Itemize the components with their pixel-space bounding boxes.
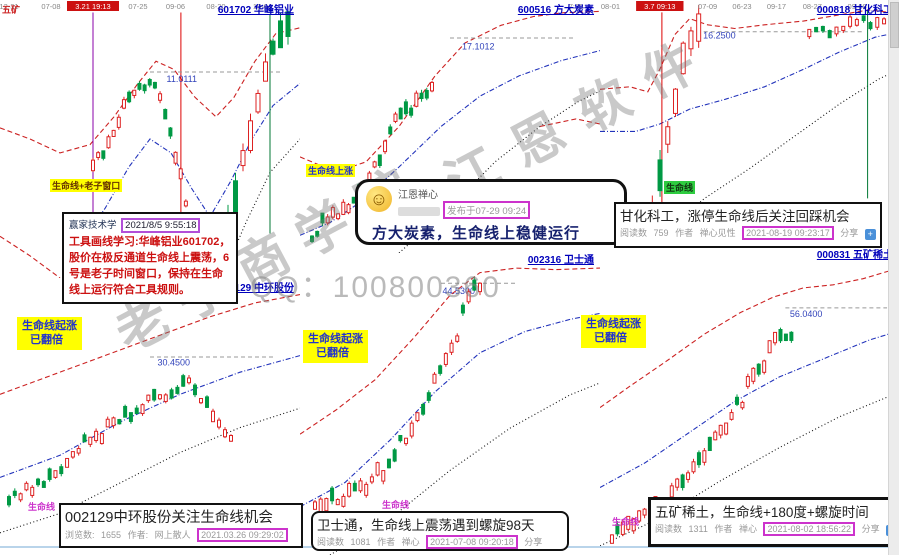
scrollbar-handle[interactable] [890,2,899,48]
callout-author: 江恩禅心 [398,190,438,201]
publish-date-highlight: 2021-08-02 18:56:22 [763,522,856,536]
reads-label: 阅读数 [655,524,683,534]
tag-line2: 已翻倍 [316,347,349,360]
svg-text:17.1012: 17.1012 [462,41,495,51]
article-box-weishitong: 卫士通，生命线上震荡遇到螺旋98天 阅读数 1081 作者 禅心 2021-07… [311,511,569,551]
author-label: 作者 [714,524,733,534]
article-title: 002129中环股份关注生命线机会 [65,510,273,526]
author-label: 作者: [127,530,149,540]
svg-text:12-31: 12-31 [0,2,19,11]
censored-name-block [398,206,440,216]
publish-date-highlight: 2021.03.26 09:29:02 [197,528,288,542]
note-date-highlight: 2021/8/5 9:55:18 [121,218,201,233]
share-plus-icon[interactable]: + [864,229,876,240]
callout-fangda: ☺ 江恩禅心 发布于07-29 09:24 方大炭素，生命线上稳健运行 [355,179,627,245]
tag-lifeline-laozi-window: 生命线+老子窗口 [50,179,123,192]
article-box-zhonghuan: 002129中环股份关注生命线机会 浏览数: 1655 作者: 网上散人 202… [59,503,303,548]
lifeline-label-mid: 生命线 [382,500,410,510]
svg-text:07-08: 07-08 [41,2,60,11]
reads-label: 阅读数 [620,228,648,238]
note-body-text: 工具画线学习:华峰铝业601702，股价在极反通道生命线上震荡，6号是老子时间窗… [69,236,231,296]
author-name: 禅心 [738,524,757,534]
svg-text:07-09: 07-09 [698,2,717,11]
tag-line1: 生命线起涨 [308,333,363,345]
article-box-ganhua: 甘化科工，涨停生命线后关注回踩机会 阅读数 759 作者 禅心见性 2021-0… [614,202,882,248]
svg-text:000831 五矿稀土: 000831 五矿稀土 [817,248,893,261]
tag-rise-doubled-left: 生命线起涨 已翻倍 [17,317,82,350]
svg-text:08-20: 08-20 [206,2,225,11]
author-label: 作者 [377,537,396,547]
author-name: 网上散人 [154,530,191,540]
svg-text:44.5300: 44.5300 [443,286,476,296]
svg-text:16.2500: 16.2500 [703,30,736,40]
author-label: 作者 [675,228,694,238]
svg-text:07-25: 07-25 [128,2,147,11]
svg-text:600516 方大炭素: 600516 方大炭素 [518,3,594,16]
article-box-wukuang: 五矿稀土，生命线+180度+螺旋时间 阅读数 1311 作者 禅心 2021-0… [648,497,898,547]
reads-count: 1081 [350,537,371,547]
callout-posted-date: 发布于07-29 09:24 [443,201,531,219]
svg-text:30.4500: 30.4500 [158,357,191,367]
corner-label: 五矿 [2,5,21,15]
note-box-huafeng: 赢家技术学 2021/8/5 9:55:18 工具画线学习:华峰铝业601702… [62,212,238,304]
share-label[interactable]: 分享 [524,537,543,547]
svg-text:06-23: 06-23 [732,2,751,11]
chart-002316-weishitong: 44.5300 002316 卫士通 [300,253,600,555]
tag-line2: 已翻倍 [594,332,627,345]
author-name: 禅心见性 [699,228,736,238]
tag-lifeline-green: 生命线 [664,181,696,194]
svg-text:10-04: 10-04 [253,2,272,11]
tag-line1: 生命线起涨 [586,318,641,330]
share-label[interactable]: 分享 [840,228,859,238]
tag-lifeline-up: 生命线上涨 [306,164,356,177]
reads-label: 阅读数 [317,537,345,547]
reads-count: 1311 [688,524,708,534]
publish-date-highlight: 2021-08-19 09:23:17 [742,226,834,240]
article-title: 卫士通，生命线上震荡遇到螺旋98天 [317,518,535,533]
vertical-scrollbar[interactable] [888,0,899,555]
svg-text:11.0111: 11.0111 [167,74,198,84]
svg-text:002316 卫士通: 002316 卫士通 [528,253,594,266]
share-label[interactable]: 分享 [861,524,880,534]
tag-line2: 已翻倍 [30,334,63,347]
tag-rise-doubled-right: 生命线起涨 已翻倍 [581,315,646,348]
article-title: 五矿稀土，生命线+180度+螺旋时间 [655,505,869,520]
svg-text:08-27: 08-27 [803,2,822,11]
publish-date-highlight: 2021-07-08 09:20:18 [426,535,518,549]
tag-line1: 生命线起涨 [22,320,77,332]
svg-text:56.0400: 56.0400 [790,309,823,319]
tag-rise-doubled-mid: 生命线起涨 已翻倍 [303,330,368,363]
reads-label: 浏览数: [65,530,95,540]
reads-count: 759 [653,228,669,238]
callout-body-text: 方大炭素，生命线上稳健运行 [372,225,581,242]
svg-text:08-01: 08-01 [601,2,620,11]
article-title: 甘化科工，涨停生命线后关注回踩机会 [620,209,850,224]
avatar-emoji-icon: ☺ [366,186,392,212]
author-name: 禅心 [401,537,420,547]
svg-text:3.21 19:13: 3.21 19:13 [75,2,110,11]
svg-text:09-06: 09-06 [166,2,185,11]
svg-text:3.7 09:13: 3.7 09:13 [644,2,675,11]
svg-text:000818 甘化科工: 000818 甘化科工 [817,3,893,16]
chart-000818-ganhua-tech: 16.2500 08-01 3.7 09:13 07-09 06-23 09-17 08-2… [600,1,899,237]
reads-count: 1655 [101,530,122,540]
note-author: 赢家技术学 [69,220,117,231]
lifeline-label-left: 生命线 [28,502,56,512]
svg-text:7:30: 7:30 [569,2,584,11]
svg-text:09-17: 09-17 [767,2,786,11]
svg-text:09-08: 09-08 [848,2,867,11]
svg-text:601702 华峰铝业: 601702 华峰铝业 [218,3,294,16]
lifeline-label-right: 生命线 [612,517,640,527]
